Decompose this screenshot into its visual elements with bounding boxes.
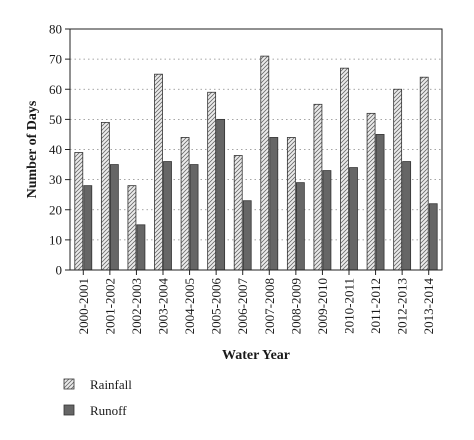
bar-rainfall-2007-2008 [260,55,270,271]
bar-runoff-2011-2012 [375,134,385,271]
bar-rainfall-2006-2007 [233,155,243,271]
y-tick-label-30: 30 [49,172,62,187]
y-axis-ticks: 0 10 20 30 40 50 60 70 80 [49,22,70,278]
bar-rainfall-2012-2013 [393,88,403,271]
x-tick-label-2001-2002: 2001-2002 [102,278,117,334]
y-tick-label-10: 10 [49,232,62,247]
x-tick-label-2012-2013: 2012-2013 [395,278,410,334]
bar-rainfall-2013-2014 [419,76,429,271]
bar-rainfall-2004-2005 [180,137,190,271]
bar-rainfall-2003-2004 [154,73,163,271]
legend-label-rainfall: Rainfall [90,377,132,392]
bar-runoff-2003-2004 [163,161,172,271]
bar-runoff-2006-2007 [242,200,252,271]
y-tick-label-40: 40 [49,142,62,157]
y-tick-label-0: 0 [56,263,63,278]
bar-rainfall-2008-2009 [286,137,296,271]
x-tick-label-2004-2005: 2004-2005 [182,278,197,334]
y-tick-label-60: 60 [49,82,62,97]
x-tick-label-2010-2011: 2010-2011 [342,278,357,334]
bar-runoff-2010-2011 [349,167,358,271]
legend-label-runoff: Runoff [90,403,127,418]
bar-rainfall-2009-2010 [313,103,323,271]
x-axis-title: Water Year [222,348,290,363]
bar-rainfall-2001-2002 [100,121,110,271]
bar-rainfall-2000-2001 [74,152,84,271]
x-tick-label-2006-2007: 2006-2007 [235,278,250,335]
bar-runoff-2005-2006 [216,118,226,271]
bar-runoff-2000-2001 [83,185,93,271]
gridlines [70,58,442,241]
x-tick-label-2000-2001: 2000-2001 [76,278,91,334]
x-tick-label-2005-2006: 2005-2006 [209,278,224,335]
bar-rainfall-2002-2003 [127,185,137,271]
x-axis-ticks: 2000-2001 2001-2002 2002-2003 2003-2004 2004… [76,270,436,334]
x-tick-label-2003-2004: 2003-2004 [156,278,171,335]
bar-runoff-2009-2010 [322,170,332,271]
legend-swatch-rainfall [63,378,75,390]
bar-runoff-2001-2002 [109,164,119,271]
x-tick-label-2007-2008: 2007-2008 [262,278,277,334]
bar-runoff-2007-2008 [269,137,279,271]
x-tick-label-2009-2010: 2009-2010 [315,278,330,334]
legend-swatch-runoff [63,404,75,416]
x-tick-label-2011-2012: 2011-2012 [368,278,383,334]
bar-runoff-2012-2013 [402,161,412,271]
y-tick-label-50: 50 [49,112,62,127]
x-tick-label-2008-2009: 2008-2009 [288,278,303,334]
legend: Rainfall Runoff [63,377,132,418]
bar-runoff-2004-2005 [189,164,199,271]
bar-runoff-2013-2014 [428,203,438,271]
bar-rainfall-2011-2012 [366,112,376,271]
bar-runoff-2008-2009 [295,182,305,271]
bar-rainfall-2010-2011 [340,67,349,271]
x-tick-label-2013-2014: 2013-2014 [421,278,436,335]
bar-runoff-2002-2003 [136,224,146,271]
x-tick-label-2002-2003: 2002-2003 [129,278,144,334]
y-tick-label-20: 20 [49,202,62,217]
y-axis-title: Number of Days [25,100,40,198]
bar-rainfall-2005-2006 [207,91,217,271]
bars [74,55,438,271]
y-tick-label-70: 70 [49,52,62,67]
y-tick-label-80: 80 [49,22,62,37]
